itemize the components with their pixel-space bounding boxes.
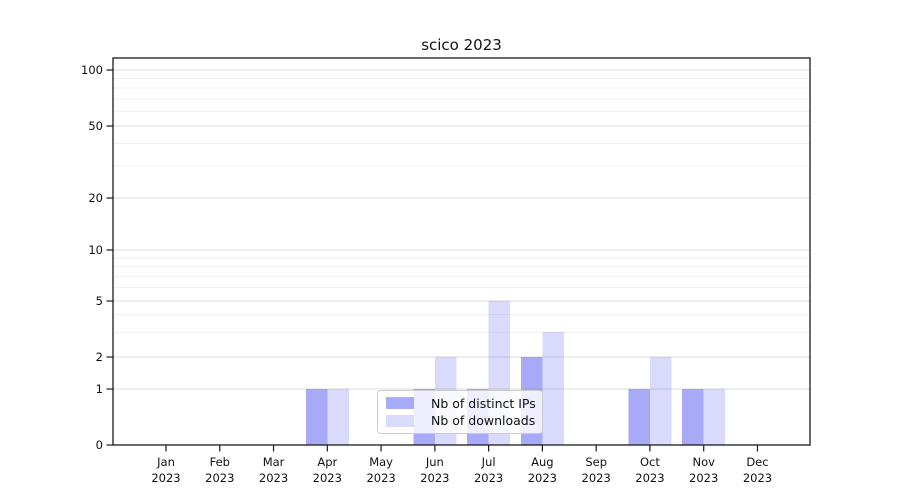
bar-downloads-oct: [649, 357, 672, 445]
x-tick-label-month-apr: Apr: [317, 455, 337, 469]
y-tick-label-10: 10: [88, 243, 103, 257]
x-tick-label-month-aug: Aug: [531, 455, 553, 469]
x-tick-label-month-jul: Jul: [481, 455, 496, 469]
x-tick-label-year-may: 2023: [366, 471, 395, 485]
legend-item-downloads: Nb of downloads: [378, 413, 542, 428]
x-tick-label-month-oct: Oct: [640, 455, 660, 469]
legend-swatch-downloads: [386, 414, 414, 427]
x-tick-label-month-sep: Sep: [585, 455, 607, 469]
x-tick-label-month-dec: Dec: [746, 455, 768, 469]
x-tick-label-year-nov: 2023: [689, 471, 718, 485]
y-tick-label-0: 0: [96, 438, 103, 452]
x-tick-label-year-dec: 2023: [743, 471, 772, 485]
y-tick-label-2: 2: [96, 350, 103, 364]
x-tick-label-month-nov: Nov: [692, 455, 715, 469]
y-tick-label-1: 1: [96, 382, 103, 396]
x-tick-label-month-feb: Feb: [210, 455, 230, 469]
bar-downloads-apr: [327, 389, 349, 445]
bar-downloads-aug: [542, 332, 564, 445]
x-tick-label-year-sep: 2023: [582, 471, 611, 485]
x-tick-label-year-aug: 2023: [528, 471, 557, 485]
x-tick-label-year-apr: 2023: [313, 471, 342, 485]
bar-downloads-nov: [703, 389, 726, 445]
legend-label-downloads: Nb of downloads: [431, 413, 536, 429]
legend-label-distinct-ips: Nb of distinct IPs: [431, 395, 536, 411]
bar-distinct-ips-apr: [305, 389, 328, 445]
x-tick-label-month-may: May: [369, 455, 393, 469]
bar-distinct-ips-oct: [628, 389, 650, 445]
y-tick-label-100: 100: [81, 63, 103, 77]
chart-title: scico 2023: [421, 36, 502, 54]
x-tick-label-month-jan: Jan: [156, 455, 175, 469]
x-tick-label-month-mar: Mar: [263, 455, 285, 469]
x-tick-label-year-oct: 2023: [635, 471, 664, 485]
legend: Nb of distinct IPs Nb of downloads: [377, 390, 543, 434]
x-tick-label-year-feb: 2023: [205, 471, 234, 485]
y-tick-label-5: 5: [96, 294, 103, 308]
x-tick-label-year-jul: 2023: [474, 471, 503, 485]
x-tick-label-year-jun: 2023: [420, 471, 449, 485]
legend-swatch-distinct-ips: [386, 397, 414, 410]
bar-distinct-ips-nov: [682, 389, 704, 445]
y-tick-label-50: 50: [88, 119, 103, 133]
legend-item-distinct-ips: Nb of distinct IPs: [378, 396, 542, 411]
x-tick-label-month-jun: Jun: [425, 455, 444, 469]
x-tick-label-year-mar: 2023: [259, 471, 288, 485]
x-tick-label-year-jan: 2023: [151, 471, 180, 485]
y-tick-label-20: 20: [88, 191, 103, 205]
plot-spines: [112, 57, 811, 446]
